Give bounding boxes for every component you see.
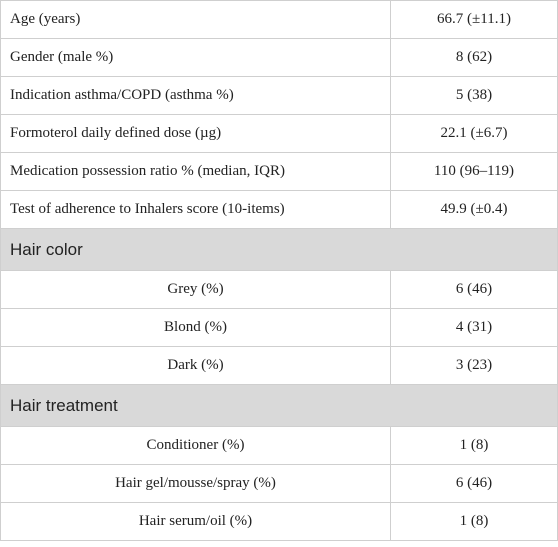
table-row: Hair gel/mousse/spray (%) 6 (46) bbox=[0, 464, 558, 503]
row-value: 1 (8) bbox=[390, 426, 558, 465]
table-row: Blond (%) 4 (31) bbox=[0, 308, 558, 347]
table-row: Test of adherence to Inhalers score (10-… bbox=[0, 190, 558, 229]
row-value: 4 (31) bbox=[390, 308, 558, 347]
table-row: Formoterol daily defined dose (µg) 22.1 … bbox=[0, 114, 558, 153]
row-label: Conditioner (%) bbox=[0, 426, 391, 465]
section-title: Hair treatment bbox=[0, 384, 558, 427]
row-label: Test of adherence to Inhalers score (10-… bbox=[0, 190, 391, 229]
row-value: 49.9 (±0.4) bbox=[390, 190, 558, 229]
row-label: Hair gel/mousse/spray (%) bbox=[0, 464, 391, 503]
row-value: 6 (46) bbox=[390, 270, 558, 309]
row-value: 8 (62) bbox=[390, 38, 558, 77]
table-row: Medication possession ratio % (median, I… bbox=[0, 152, 558, 191]
row-label: Medication possession ratio % (median, I… bbox=[0, 152, 391, 191]
row-label: Age (years) bbox=[0, 0, 391, 39]
section-header-hair-treatment: Hair treatment bbox=[0, 384, 558, 427]
row-label: Gender (male %) bbox=[0, 38, 391, 77]
table-row: Hair serum/oil (%) 1 (8) bbox=[0, 502, 558, 541]
row-label: Hair serum/oil (%) bbox=[0, 502, 391, 541]
table-row: Indication asthma/COPD (asthma %) 5 (38) bbox=[0, 76, 558, 115]
table-row: Dark (%) 3 (23) bbox=[0, 346, 558, 385]
row-value: 5 (38) bbox=[390, 76, 558, 115]
row-value: 66.7 (±11.1) bbox=[390, 0, 558, 39]
section-title: Hair color bbox=[0, 228, 558, 271]
row-value: 3 (23) bbox=[390, 346, 558, 385]
table-row: Age (years) 66.7 (±11.1) bbox=[0, 0, 558, 39]
row-value: 1 (8) bbox=[390, 502, 558, 541]
table-row: Gender (male %) 8 (62) bbox=[0, 38, 558, 77]
row-label: Dark (%) bbox=[0, 346, 391, 385]
row-value: 22.1 (±6.7) bbox=[390, 114, 558, 153]
row-label: Formoterol daily defined dose (µg) bbox=[0, 114, 391, 153]
row-label: Grey (%) bbox=[0, 270, 391, 309]
row-label: Blond (%) bbox=[0, 308, 391, 347]
row-label: Indication asthma/COPD (asthma %) bbox=[0, 76, 391, 115]
table-row: Conditioner (%) 1 (8) bbox=[0, 426, 558, 465]
row-value: 110 (96–119) bbox=[390, 152, 558, 191]
table-row: Grey (%) 6 (46) bbox=[0, 270, 558, 309]
row-value: 6 (46) bbox=[390, 464, 558, 503]
section-header-hair-color: Hair color bbox=[0, 228, 558, 271]
